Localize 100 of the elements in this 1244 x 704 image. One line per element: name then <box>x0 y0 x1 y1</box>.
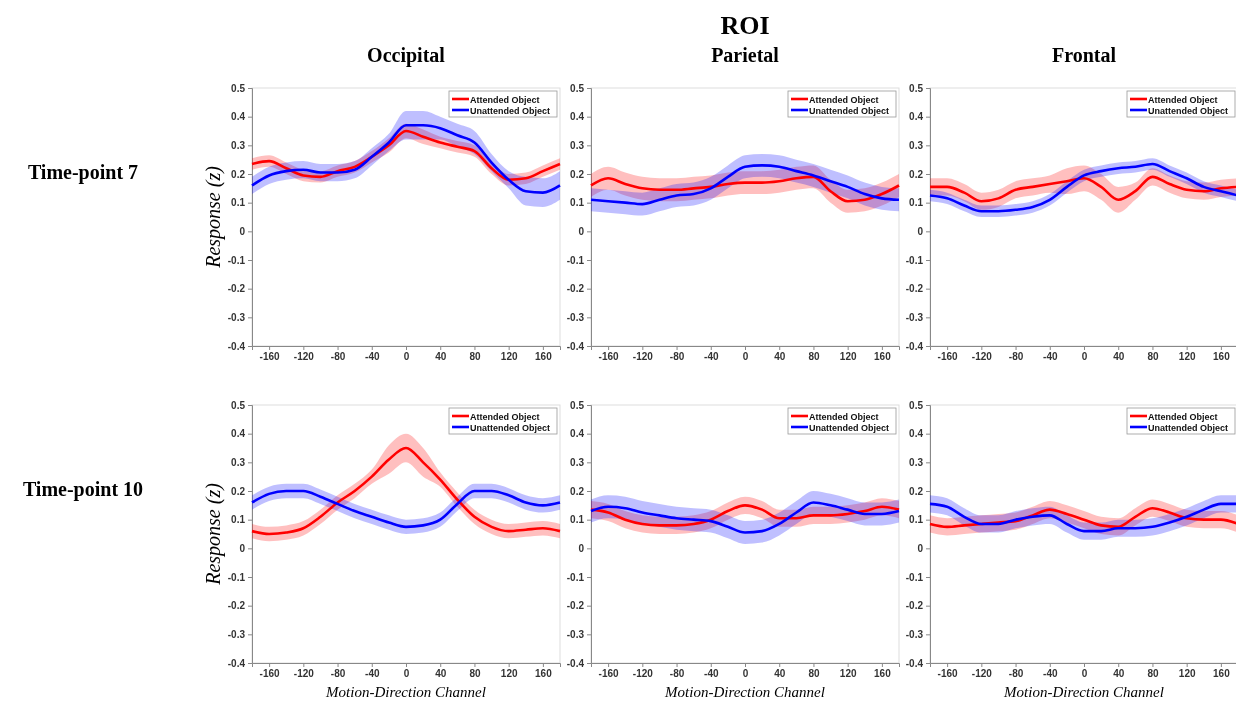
x-tick-label: 40 <box>774 668 786 680</box>
y-tick-label: 0.4 <box>909 111 924 123</box>
legend-label: Unattended Object <box>809 422 890 433</box>
x-tick-label: -120 <box>293 351 315 363</box>
x-tick-label: 120 <box>839 668 857 680</box>
y-tick-label: 0.1 <box>570 197 585 209</box>
x-tick-label: -120 <box>632 351 654 363</box>
x-tick-label: -40 <box>365 351 380 363</box>
x-tick-label: 160 <box>874 668 892 680</box>
x-tick-label: 40 <box>774 351 786 363</box>
x-tick-label: 0 <box>1081 351 1088 363</box>
x-tick-label: -80 <box>1008 668 1024 680</box>
legend-label: Unattended Object <box>809 105 890 116</box>
y-tick-label: -0.2 <box>566 283 585 295</box>
line-series <box>928 175 1236 203</box>
y-tick-label: -0.3 <box>905 629 924 641</box>
y-tick-label: 0.1 <box>570 514 585 526</box>
y-tick-label: -0.1 <box>566 254 585 266</box>
x-tick-label: 160 <box>535 668 553 680</box>
y-tick-label: -0.2 <box>227 600 246 612</box>
y-tick-label: 0.4 <box>909 428 924 440</box>
x-tick-label: -80 <box>330 351 346 363</box>
x-tick-label: 80 <box>469 351 481 363</box>
y-tick-label: -0.1 <box>227 254 246 266</box>
y-tick-label: 0 <box>917 543 924 555</box>
x-tick-label: 80 <box>469 668 481 680</box>
x-tick-label: 160 <box>1213 351 1231 363</box>
y-tick-label: 0.5 <box>231 399 246 411</box>
y-tick-label: 0.5 <box>909 82 924 94</box>
x-tick-label: 40 <box>1113 351 1125 363</box>
line-series <box>250 446 562 536</box>
legend-label: Attended Object <box>1148 411 1218 422</box>
legend-label: Attended Object <box>809 94 879 105</box>
x-tick-label: -80 <box>669 668 685 680</box>
x-tick-label: 0 <box>403 351 410 363</box>
x-tick-label: 160 <box>1213 668 1231 680</box>
y-tick-label: 0.2 <box>570 168 585 180</box>
x-tick-label: 80 <box>1147 668 1159 680</box>
y-tick-label: -0.1 <box>905 571 924 583</box>
legend-label: Attended Object <box>470 411 540 422</box>
y-tick-label: -0.3 <box>227 312 246 324</box>
x-tick-label: 0 <box>742 668 749 680</box>
y-tick-label: -0.2 <box>905 600 924 612</box>
y-tick-label: -0.1 <box>227 571 246 583</box>
y-tick-label: -0.3 <box>905 312 924 324</box>
x-tick-label: -120 <box>293 668 315 680</box>
x-tick-label: 0 <box>742 351 749 363</box>
x-tick-label: 120 <box>1178 351 1196 363</box>
y-tick-label: 0.4 <box>570 111 585 123</box>
x-tick-label: -160 <box>259 668 281 680</box>
x-tick-label: -80 <box>330 668 346 680</box>
y-tick-label: 0.4 <box>570 428 585 440</box>
y-tick-label: 0.3 <box>570 457 585 469</box>
x-tick-label: -40 <box>704 668 719 680</box>
y-tick-label: 0.4 <box>231 428 246 440</box>
chart-subtitle: Occipital <box>367 44 446 67</box>
x-tick-label: -80 <box>669 351 685 363</box>
x-tick-label: 160 <box>535 351 553 363</box>
line-series <box>589 504 901 527</box>
y-tick-label: 0.5 <box>570 82 585 94</box>
x-tick-label: 160 <box>874 351 892 363</box>
y-tick-label: 0.2 <box>231 168 246 180</box>
x-tick-label: -160 <box>598 668 620 680</box>
y-tick-label: 0.5 <box>570 399 585 411</box>
y-axis-title: Response (z) <box>202 482 225 586</box>
y-tick-label: 0.1 <box>909 514 924 526</box>
y-tick-label: 0.1 <box>231 514 246 526</box>
x-tick-label: -160 <box>937 668 959 680</box>
y-tick-label: 0.2 <box>231 485 246 497</box>
legend-label: Unattended Object <box>470 422 551 433</box>
y-tick-label: -0.4 <box>566 657 585 669</box>
x-tick-label: 0 <box>403 668 410 680</box>
x-tick-label: 120 <box>500 668 518 680</box>
y-tick-label: 0 <box>239 543 246 555</box>
y-tick-label: -0.4 <box>905 657 924 669</box>
y-tick-label: 0.2 <box>570 485 585 497</box>
x-tick-label: -40 <box>365 668 380 680</box>
y-tick-label: -0.3 <box>227 629 246 641</box>
y-tick-label: -0.2 <box>227 283 246 295</box>
line-series <box>250 489 562 529</box>
chart-title: ROI <box>720 11 770 40</box>
legend-label: Attended Object <box>1148 94 1218 105</box>
y-tick-label: 0.3 <box>231 457 246 469</box>
y-tick-label: 0.4 <box>231 111 246 123</box>
line-series <box>589 164 901 206</box>
x-tick-label: -160 <box>598 351 620 363</box>
y-tick-label: 0 <box>578 226 585 238</box>
chart-subtitle: Parietal <box>711 44 780 66</box>
x-tick-label: -160 <box>937 351 959 363</box>
legend-label: Attended Object <box>470 94 540 105</box>
y-tick-label: -0.4 <box>227 657 246 669</box>
x-tick-label: 120 <box>500 351 518 363</box>
x-tick-label: -120 <box>971 351 993 363</box>
legend-label: Unattended Object <box>470 105 551 116</box>
y-tick-label: -0.3 <box>566 629 585 641</box>
y-tick-label: -0.2 <box>905 283 924 295</box>
x-tick-label: -120 <box>632 668 654 680</box>
y-tick-label: 0.3 <box>909 457 924 469</box>
x-tick-label: -80 <box>1008 351 1024 363</box>
y-tick-label: 0.1 <box>909 197 924 209</box>
